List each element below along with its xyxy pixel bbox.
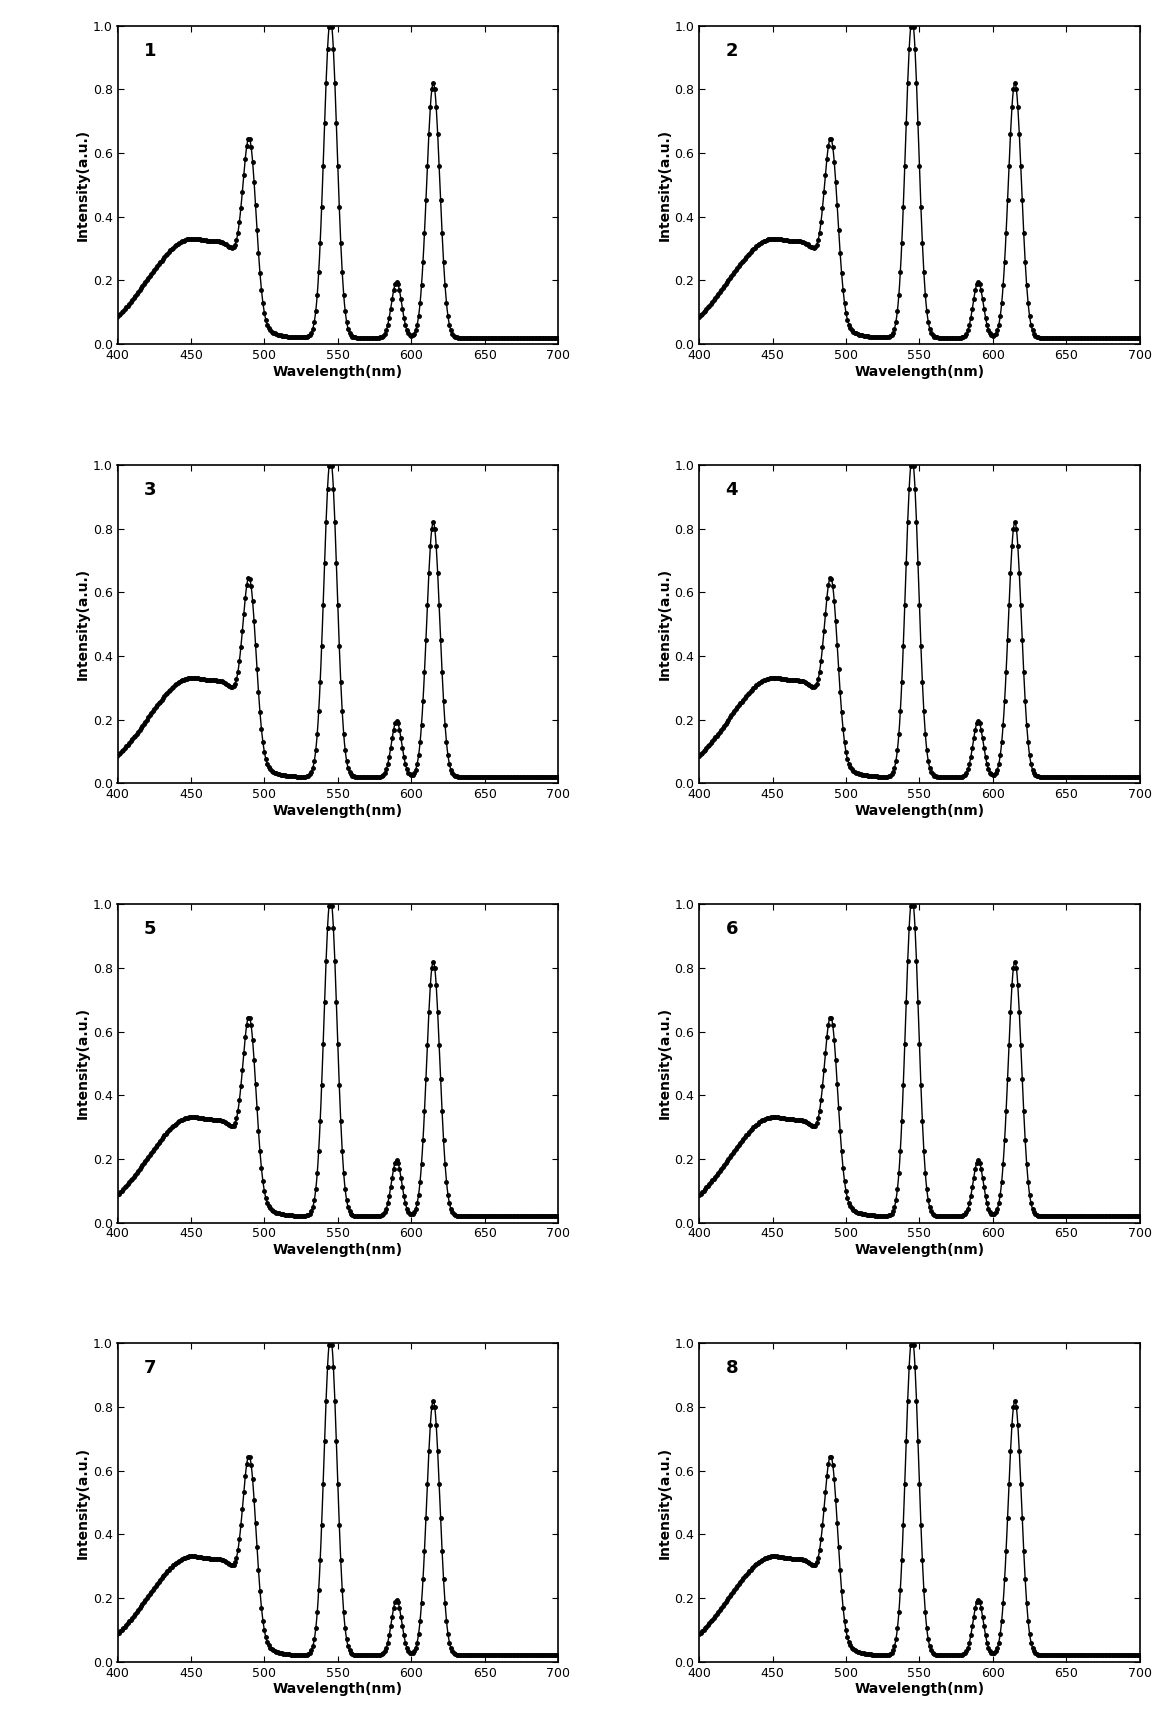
Text: 8: 8 <box>726 1359 738 1378</box>
Text: 6: 6 <box>726 920 738 938</box>
Y-axis label: Intensity(a.u.): Intensity(a.u.) <box>658 1446 671 1558</box>
Y-axis label: Intensity(a.u.): Intensity(a.u.) <box>76 568 89 680</box>
Text: 3: 3 <box>143 480 156 499</box>
Text: 4: 4 <box>726 480 738 499</box>
Y-axis label: Intensity(a.u.): Intensity(a.u.) <box>658 568 671 680</box>
X-axis label: Wavelength(nm): Wavelength(nm) <box>854 365 985 379</box>
X-axis label: Wavelength(nm): Wavelength(nm) <box>854 1243 985 1257</box>
Y-axis label: Intensity(a.u.): Intensity(a.u.) <box>658 1007 671 1119</box>
X-axis label: Wavelength(nm): Wavelength(nm) <box>273 365 403 379</box>
Text: 7: 7 <box>143 1359 156 1378</box>
Y-axis label: Intensity(a.u.): Intensity(a.u.) <box>76 1007 89 1119</box>
X-axis label: Wavelength(nm): Wavelength(nm) <box>273 1243 403 1257</box>
X-axis label: Wavelength(nm): Wavelength(nm) <box>854 1682 985 1696</box>
X-axis label: Wavelength(nm): Wavelength(nm) <box>854 804 985 818</box>
Y-axis label: Intensity(a.u.): Intensity(a.u.) <box>76 129 89 241</box>
Y-axis label: Intensity(a.u.): Intensity(a.u.) <box>658 129 671 241</box>
X-axis label: Wavelength(nm): Wavelength(nm) <box>273 1682 403 1696</box>
X-axis label: Wavelength(nm): Wavelength(nm) <box>273 804 403 818</box>
Y-axis label: Intensity(a.u.): Intensity(a.u.) <box>76 1446 89 1558</box>
Text: 2: 2 <box>726 41 738 60</box>
Text: 1: 1 <box>143 41 156 60</box>
Text: 5: 5 <box>143 920 156 938</box>
